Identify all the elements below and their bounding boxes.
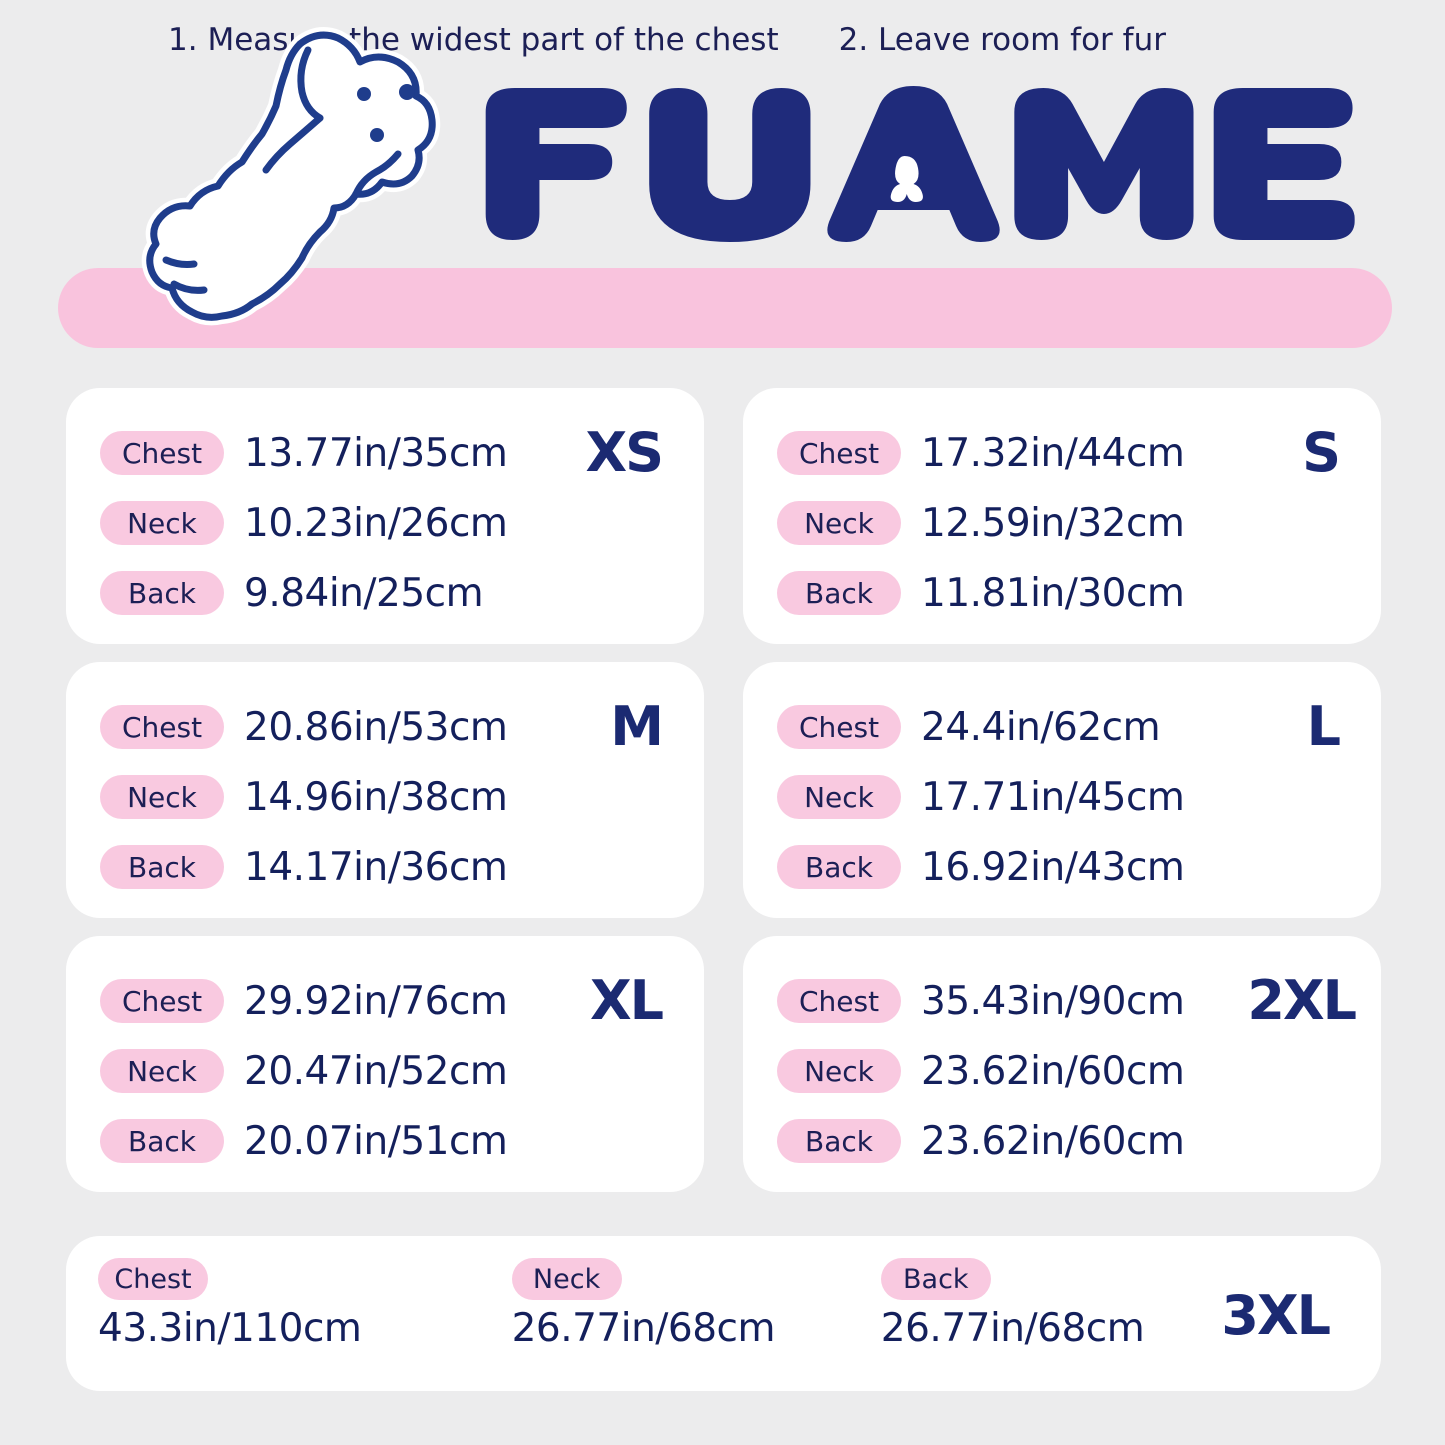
measurement-row-back: Back 14.17in/36cm xyxy=(66,832,704,902)
label-neck: Neck xyxy=(100,501,224,545)
label-neck: Neck xyxy=(777,775,901,819)
value-chest: 17.32in/44cm xyxy=(921,430,1185,476)
measurement-row-chest: Chest 24.4in/62cm xyxy=(743,692,1381,762)
size-badge-l: L xyxy=(1306,695,1341,758)
measurement-row-chest: Chest 29.92in/76cm xyxy=(66,966,704,1036)
size-card-grid: Chest 13.77in/35cm Neck 10.23in/26cm Bac… xyxy=(66,388,1381,1192)
label-back: Back xyxy=(100,571,224,615)
measurement-row-chest: Chest 13.77in/35cm xyxy=(66,418,704,488)
value-back: 9.84in/25cm xyxy=(244,570,484,616)
size-badge-xl: XL xyxy=(589,969,664,1032)
instruction-banner xyxy=(58,268,1392,348)
brand-wordmark xyxy=(470,82,1355,271)
size-badge-xs: XS xyxy=(585,421,664,484)
label-back: Back xyxy=(777,571,901,615)
size-card-m[interactable]: Chest 20.86in/53cm Neck 14.96in/38cm Bac… xyxy=(66,662,704,918)
measurement-col-back: Back 26.77in/68cm xyxy=(857,1258,1226,1351)
label-neck: Neck xyxy=(777,1049,901,1093)
value-chest: 24.4in/62cm xyxy=(921,704,1161,750)
value-back: 26.77in/68cm xyxy=(880,1306,1145,1351)
value-neck: 17.71in/45cm xyxy=(921,774,1185,820)
value-neck: 12.59in/32cm xyxy=(921,500,1185,546)
measurement-row-back: Back 20.07in/51cm xyxy=(66,1106,704,1176)
value-neck: 14.96in/38cm xyxy=(244,774,508,820)
value-neck: 10.23in/26cm xyxy=(244,500,508,546)
label-back: Back xyxy=(777,1119,901,1163)
instruction-step-1: 1. Measure the widest part of the chest xyxy=(168,22,779,58)
measurement-columns: Chest 43.3in/110cm Neck 26.77in/68cm Bac… xyxy=(66,1258,1226,1351)
measurement-row-neck: Neck 12.59in/32cm xyxy=(743,488,1381,558)
value-back: 23.62in/60cm xyxy=(921,1118,1185,1164)
value-chest: 29.92in/76cm xyxy=(244,978,508,1024)
value-neck: 23.62in/60cm xyxy=(921,1048,1185,1094)
size-card-2xl[interactable]: Chest 35.43in/90cm Neck 23.62in/60cm Bac… xyxy=(743,936,1381,1192)
size-card-l[interactable]: Chest 24.4in/62cm Neck 17.71in/45cm Back… xyxy=(743,662,1381,918)
measurement-row-back: Back 11.81in/30cm xyxy=(743,558,1381,628)
label-chest: Chest xyxy=(100,979,224,1023)
instruction-banner-text: 1. Measure the widest part of the chest … xyxy=(0,0,1334,80)
label-neck: Neck xyxy=(511,1258,622,1300)
measurement-col-neck: Neck 26.77in/68cm xyxy=(482,1258,857,1351)
size-card-xl[interactable]: Chest 29.92in/76cm Neck 20.47in/52cm Bac… xyxy=(66,936,704,1192)
measurement-row-back: Back 23.62in/60cm xyxy=(743,1106,1381,1176)
measurement-row-back: Back 16.92in/43cm xyxy=(743,832,1381,902)
label-chest: Chest xyxy=(777,979,901,1023)
measurement-row-neck: Neck 17.71in/45cm xyxy=(743,762,1381,832)
label-back: Back xyxy=(100,845,224,889)
value-neck: 20.47in/52cm xyxy=(244,1048,508,1094)
measurement-row-neck: Neck 23.62in/60cm xyxy=(743,1036,1381,1106)
value-chest: 20.86in/53cm xyxy=(244,704,508,750)
measurement-row-chest: Chest 17.32in/44cm xyxy=(743,418,1381,488)
value-chest: 13.77in/35cm xyxy=(244,430,508,476)
measurement-row-neck: Neck 14.96in/38cm xyxy=(66,762,704,832)
size-badge-2xl: 2XL xyxy=(1247,969,1357,1032)
measurement-row-chest: Chest 20.86in/53cm xyxy=(66,692,704,762)
measurement-row-neck: Neck 20.47in/52cm xyxy=(66,1036,704,1106)
size-badge-m: M xyxy=(610,695,664,758)
label-chest: Chest xyxy=(98,1258,208,1300)
size-badge-s: S xyxy=(1302,421,1341,484)
label-back: Back xyxy=(100,1119,224,1163)
label-neck: Neck xyxy=(100,775,224,819)
instruction-step-2: 2. Leave room for fur xyxy=(838,22,1166,58)
size-badge-3xl: 3XL xyxy=(1221,1284,1331,1347)
measurement-row-neck: Neck 10.23in/26cm xyxy=(66,488,704,558)
label-chest: Chest xyxy=(100,705,224,749)
label-chest: Chest xyxy=(777,705,901,749)
value-back: 14.17in/36cm xyxy=(244,844,508,890)
measurement-row-back: Back 9.84in/25cm xyxy=(66,558,704,628)
value-back: 11.81in/30cm xyxy=(921,570,1185,616)
value-neck: 26.77in/68cm xyxy=(511,1306,776,1351)
size-card-xs[interactable]: Chest 13.77in/35cm Neck 10.23in/26cm Bac… xyxy=(66,388,704,644)
measurement-col-chest: Chest 43.3in/110cm xyxy=(66,1258,482,1351)
label-neck: Neck xyxy=(777,501,901,545)
value-chest: 43.3in/110cm xyxy=(98,1306,362,1351)
value-chest: 35.43in/90cm xyxy=(921,978,1185,1024)
label-chest: Chest xyxy=(100,431,224,475)
label-back: Back xyxy=(880,1258,991,1300)
label-neck: Neck xyxy=(100,1049,224,1093)
size-card-s[interactable]: Chest 17.32in/44cm Neck 12.59in/32cm Bac… xyxy=(743,388,1381,644)
label-chest: Chest xyxy=(777,431,901,475)
label-back: Back xyxy=(777,845,901,889)
measurement-row-chest: Chest 35.43in/90cm xyxy=(743,966,1381,1036)
header: 1. Measure the widest part of the chest … xyxy=(0,0,1445,360)
size-card-3xl[interactable]: Chest 43.3in/110cm Neck 26.77in/68cm Bac… xyxy=(66,1236,1381,1391)
value-back: 20.07in/51cm xyxy=(244,1118,508,1164)
fuamey-logo-icon xyxy=(485,86,1355,242)
value-back: 16.92in/43cm xyxy=(921,844,1185,890)
